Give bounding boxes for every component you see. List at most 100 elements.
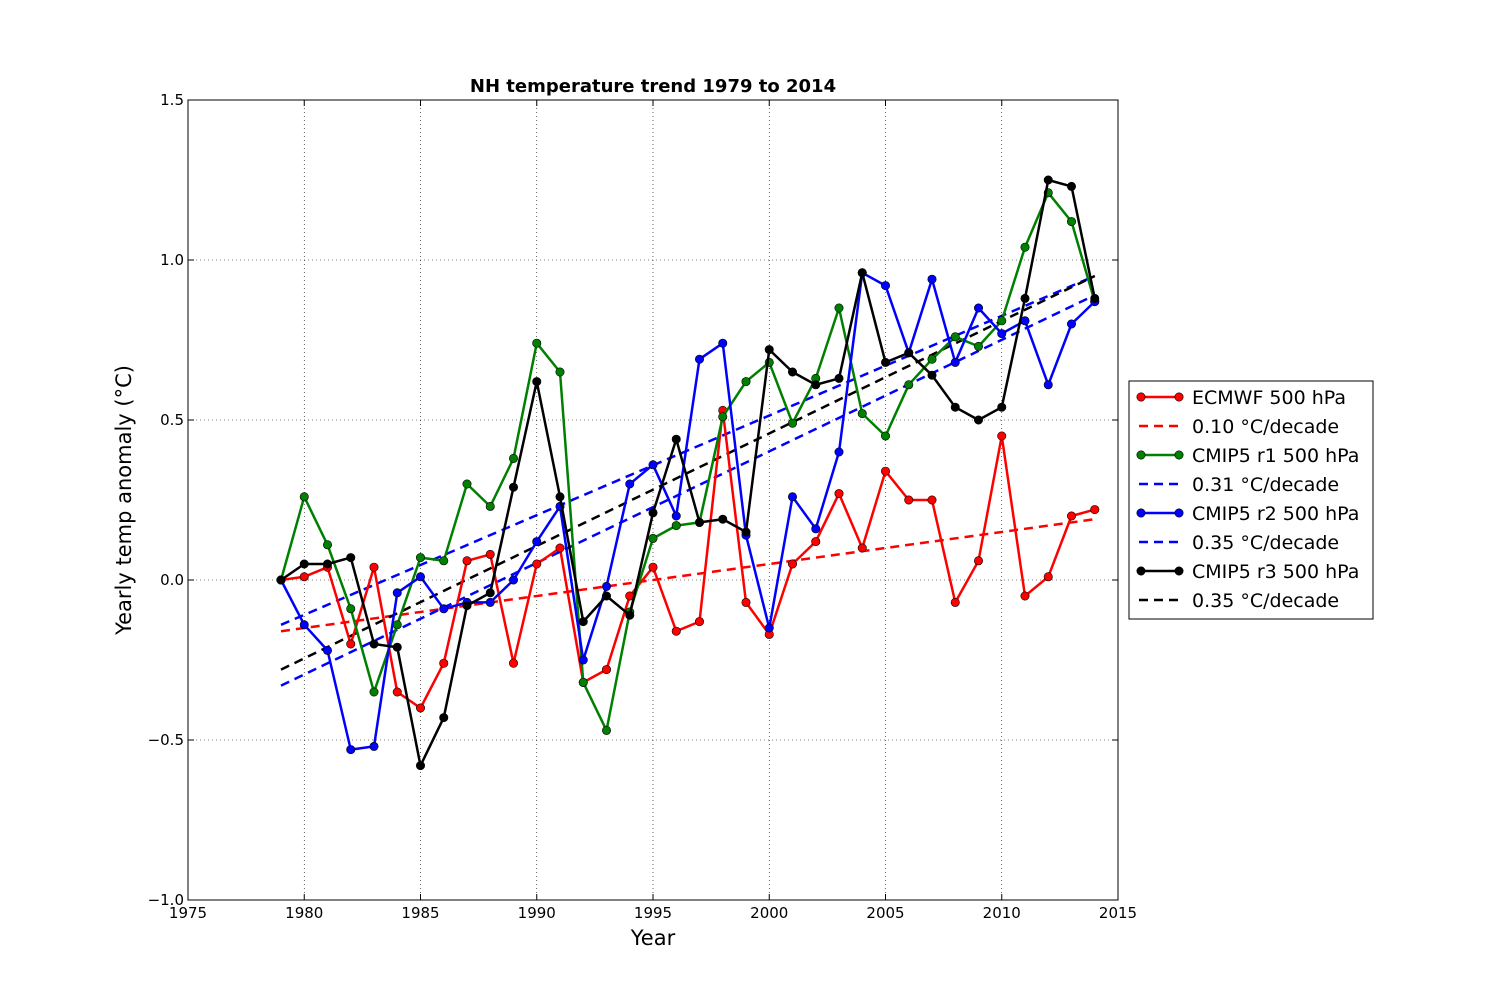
data-point [811,380,821,390]
data-point [299,620,309,630]
x-tick-label: 2000 [750,904,788,922]
data-point [1067,217,1077,227]
data-point [322,540,332,550]
data-point [485,549,495,559]
data-point [485,501,495,511]
y-axis-title: Yearly temp anomaly (°C) [112,365,136,636]
x-tick-label: 1990 [518,904,556,922]
series-3 [276,268,1100,755]
data-point [787,367,797,377]
data-point [532,338,542,348]
data-point [904,348,914,358]
data-point [718,412,728,422]
trend-line [280,274,1096,671]
data-point [439,713,449,723]
data-point [997,431,1007,441]
y-tick-label: −1.0 [148,891,184,909]
axis-ticks: 1975 1980 1985 1990 1995 2000 2005 2010 2015 −1.0… [148,91,1138,922]
series-line [279,191,1096,732]
data-point [346,639,356,649]
data-point [299,572,309,582]
data-point [1067,319,1077,329]
data-point [811,537,821,547]
x-tick-label: 1975 [169,904,207,922]
data-point [1043,572,1053,582]
data-point [834,373,844,383]
trend-line [280,274,1096,626]
data-point [369,639,379,649]
data-point [1090,293,1100,303]
data-point [997,402,1007,412]
data-point [857,268,867,278]
legend-label: ECMWF 500 hPa [1192,387,1346,409]
data-point [601,581,611,591]
legend-marker [1174,450,1184,460]
series-1 [276,405,1100,713]
data-point [787,559,797,569]
data-point [439,604,449,614]
data-point [346,745,356,755]
legend-label: 0.10 °C/decade [1192,416,1339,438]
data-point [508,575,518,585]
data-point [555,543,565,553]
grid [188,100,1118,900]
data-point [880,466,890,476]
data-point [973,556,983,566]
legend-label: 0.31 °C/decade [1192,474,1339,496]
trend-line [280,517,1095,633]
data-point [415,703,425,713]
x-tick-label: 1995 [634,904,672,922]
data-point [392,620,402,630]
data-point [927,370,937,380]
data-point [950,597,960,607]
data-point [1067,181,1077,191]
legend-marker [1136,566,1146,576]
legend-label: CMIP5 r3 500 hPa [1192,561,1359,583]
y-tick-label: 1.0 [160,251,184,269]
data-point [462,601,472,611]
data-point [485,597,495,607]
data-point [764,345,774,355]
legend-label: CMIP5 r2 500 hPa [1192,503,1359,525]
data-point [997,329,1007,339]
data-point [322,645,332,655]
data-point [1090,505,1100,515]
legend-label: CMIP5 r1 500 hPa [1192,445,1359,467]
data-point [462,556,472,566]
data-point [1067,511,1077,521]
data-point [485,588,495,598]
legend: ECMWF 500 hPa 0.10 °C/decade CMIP5 r1 500 … [1128,380,1374,620]
legend-marker [1174,508,1184,518]
x-tick-label: 2005 [866,904,904,922]
data-point [532,377,542,387]
data-point [439,658,449,668]
data-point [1020,591,1030,601]
data-point [346,553,356,563]
data-point [1043,380,1053,390]
data-point [834,303,844,313]
data-point [880,431,890,441]
data-point [811,524,821,534]
legend-marker [1174,392,1184,402]
data-point [299,559,309,569]
data-point [462,479,472,489]
data-point [578,617,588,627]
y-tick-label: 0.5 [160,411,184,429]
series-line [279,271,1096,751]
data-point [299,492,309,502]
x-tick-label: 1980 [285,904,323,922]
data-point [671,511,681,521]
data-point [369,741,379,751]
data-point [415,761,425,771]
data-point [555,492,565,502]
series-2 [276,188,1100,735]
series-4 [276,175,1100,771]
data-point [694,354,704,364]
data-point [508,658,518,668]
data-point [648,508,658,518]
x-tick-label: 2015 [1099,904,1137,922]
data-point [369,687,379,697]
y-tick-label: 0.0 [160,571,184,589]
data-point [601,591,611,601]
